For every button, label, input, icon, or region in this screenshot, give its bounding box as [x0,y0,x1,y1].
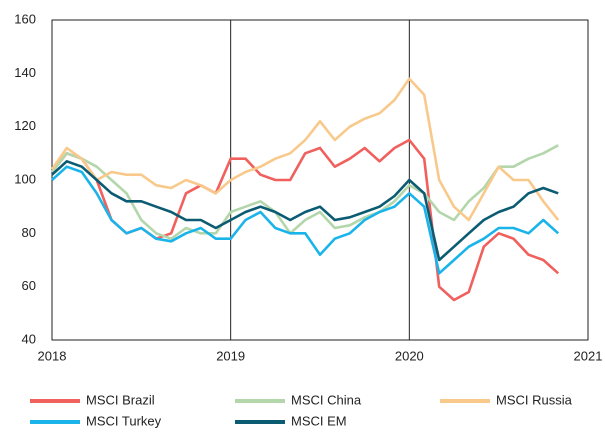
x-tick-label: 2018 [38,348,67,363]
y-tick-label: 40 [22,331,36,346]
plot-frame [51,19,589,341]
series-line [50,144,559,240]
series-line [51,160,559,262]
x-tick-label: 2019 [216,348,245,363]
y-tick-label: 60 [22,278,36,293]
x-tick-label: 2020 [395,348,424,363]
series-line [51,165,560,275]
y-tick-label: 80 [22,225,36,240]
legend-label: MSCI Russia [496,392,573,407]
legend-label: MSCI EM [291,413,347,428]
legend-label: MSCI China [291,392,362,407]
legend-label: MSCI Turkey [86,413,162,428]
x-tick-label: 2021 [574,348,603,363]
y-tick-label: 120 [14,118,36,133]
series-line [50,77,560,222]
legend-label: MSCI Brazil [86,392,155,407]
y-tick-label: 160 [14,11,36,26]
y-tick-label: 100 [14,171,36,186]
y-tick-label: 140 [14,65,36,80]
